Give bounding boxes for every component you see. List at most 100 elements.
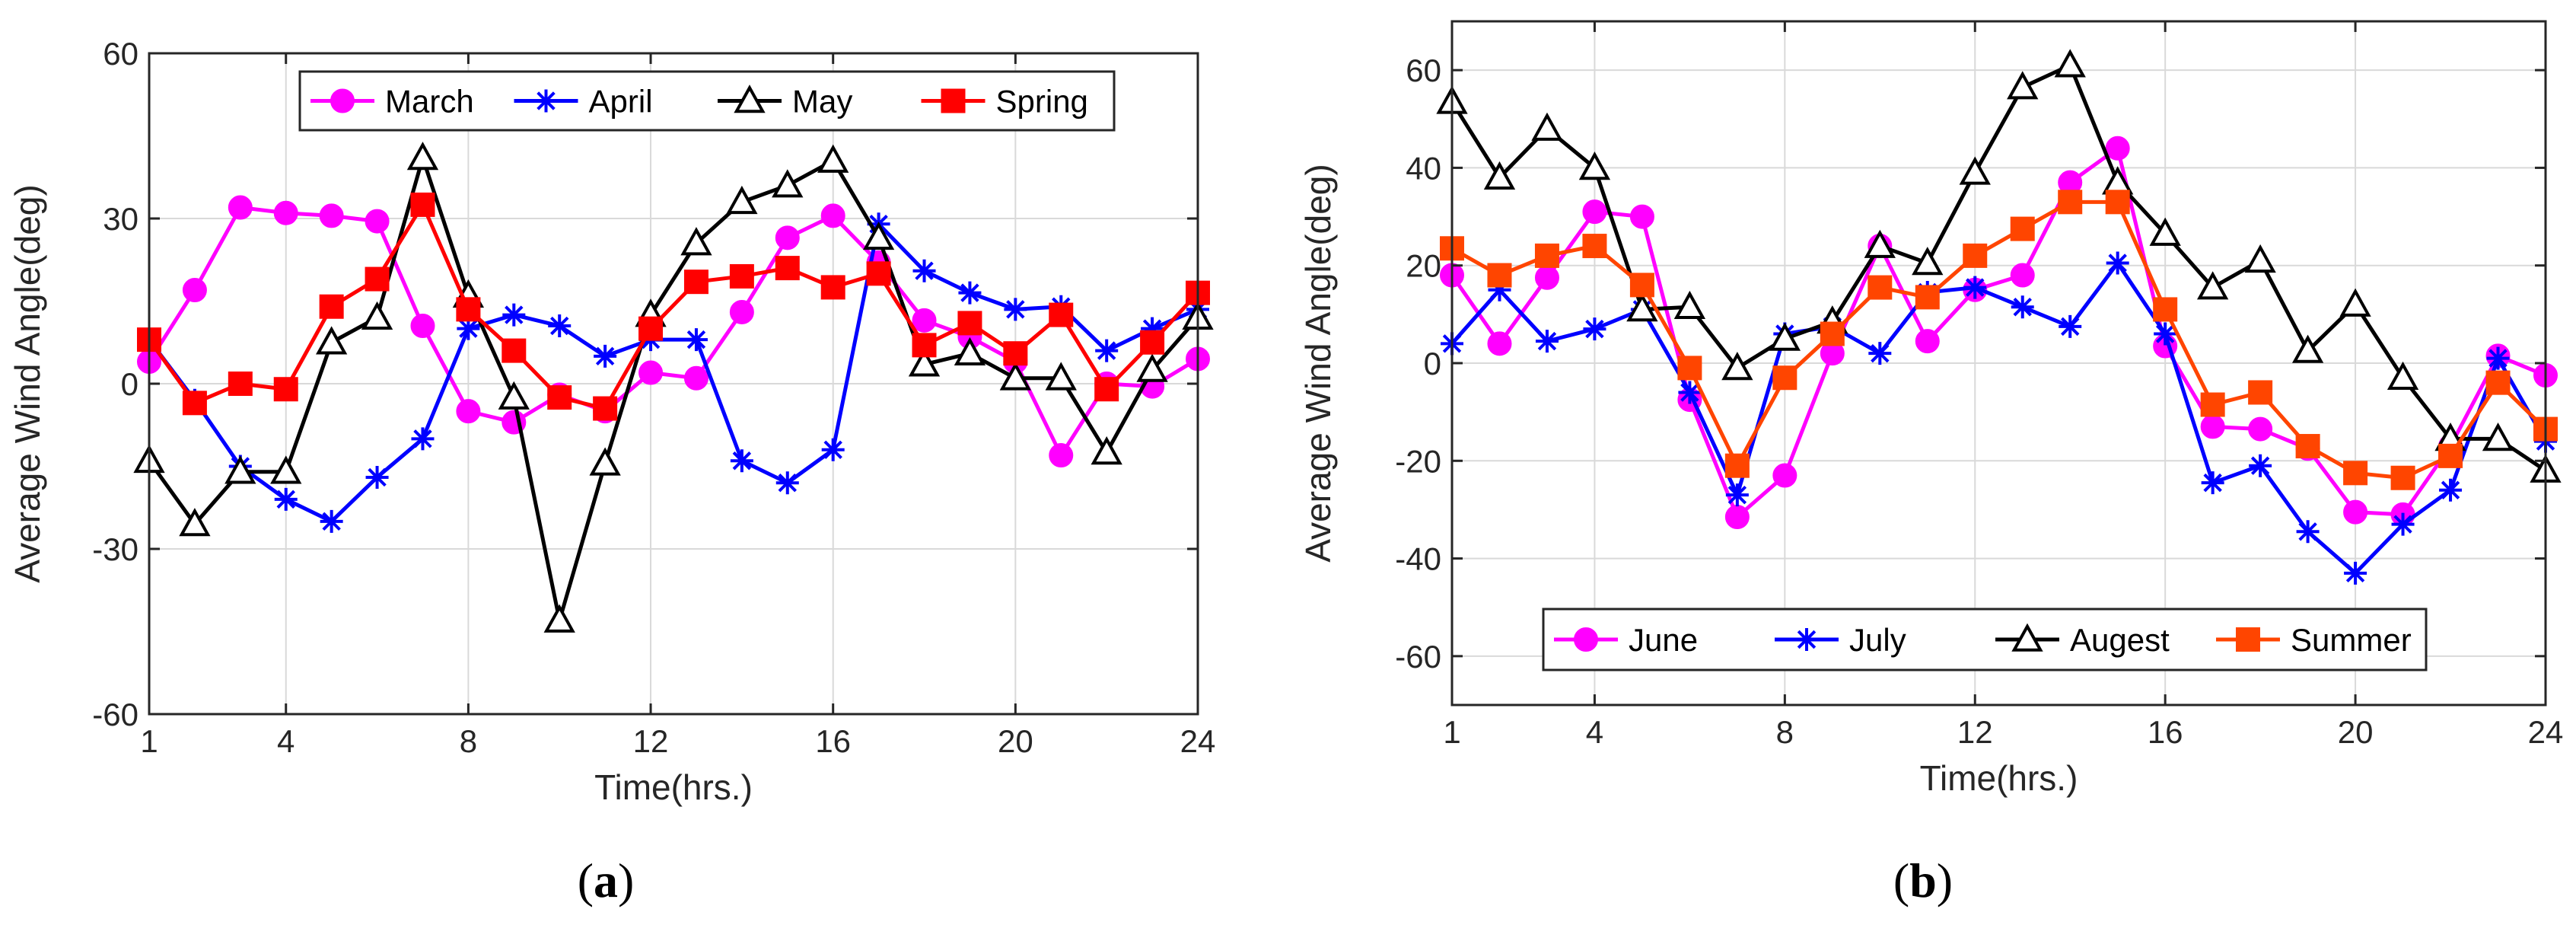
x-tick-label: 20	[998, 723, 1033, 759]
data-point-may	[1045, 362, 1077, 391]
data-point-april	[958, 281, 982, 305]
data-point-spring	[866, 261, 891, 286]
data-point-april	[821, 438, 845, 461]
data-point-augest	[2149, 217, 2181, 246]
x-tick-label: 20	[2338, 714, 2374, 750]
data-point-augest	[1531, 112, 1563, 141]
data-point-may	[862, 221, 895, 250]
x-tick-label: 8	[1776, 714, 1794, 750]
data-point-march	[1049, 443, 1074, 468]
y-tick-label: -20	[1395, 443, 1441, 479]
data-point-july	[2391, 512, 2415, 536]
data-point-june	[1772, 463, 1797, 488]
data-point-may	[406, 142, 439, 171]
data-point-april	[548, 314, 572, 338]
data-point-june	[1915, 329, 1940, 354]
data-point-augest	[1912, 247, 1944, 276]
y-tick-label: 0	[121, 366, 139, 402]
data-point-summer	[2200, 392, 2225, 417]
chart-panel-a: 1 4 8 12 16 20 24 -60 -30 0 30 60 Time(hrs.) Average …	[8, 36, 1215, 907]
data-point-spring	[593, 396, 618, 421]
data-point-april	[1004, 298, 1027, 321]
data-point-may	[954, 337, 986, 366]
data-point-spring	[638, 316, 664, 341]
data-point-summer	[2105, 190, 2130, 215]
data-point-april	[365, 465, 389, 489]
chart-panel-b: 1 4 8 12 16 20 24 -60 -40 -20 0 20 40 60 Time(hrs.) Ave…	[1298, 20, 2563, 907]
data-point-augest	[2387, 361, 2419, 391]
data-point-summer	[2485, 370, 2511, 395]
data-point-augest	[1483, 161, 1516, 190]
data-point-july	[2059, 314, 2082, 338]
y-tick-label: 30	[103, 201, 139, 237]
data-point-july	[1868, 342, 1892, 365]
data-point-summer	[1677, 356, 1702, 381]
data-point-march	[820, 203, 845, 228]
data-point-june	[2105, 136, 2130, 161]
data-point-augest	[2244, 244, 2276, 273]
data-point-spring	[957, 311, 982, 336]
data-point-july	[2344, 561, 2367, 585]
legend-label-july: July	[1849, 622, 1906, 658]
data-point-april	[457, 317, 480, 340]
legend-box	[298, 70, 1116, 132]
data-point-augest	[1673, 290, 1706, 320]
data-point-spring	[683, 270, 708, 295]
data-point-augest	[1959, 156, 1991, 185]
data-point-july	[1678, 381, 1702, 404]
data-point-spring	[1049, 302, 1074, 327]
data-point-summer	[1963, 243, 1988, 268]
data-point-spring	[228, 372, 253, 396]
y-tick-label: -30	[92, 531, 139, 567]
data-point-may	[224, 455, 256, 484]
data-point-summer	[2438, 443, 2463, 468]
data-point-summer	[1915, 285, 1940, 310]
data-point-summer	[1629, 273, 1654, 298]
legend-marker-spring	[941, 88, 966, 113]
data-point-march	[319, 203, 344, 228]
legend-marker-june	[1574, 627, 1598, 652]
data-point-spring	[456, 297, 481, 322]
data-point-june	[1487, 331, 1512, 356]
data-point-spring	[1140, 330, 1165, 355]
data-point-may	[316, 326, 348, 355]
panel-caption-b: (b)	[1893, 853, 1953, 907]
y-tick-label: 0	[1424, 346, 1441, 381]
data-point-augest	[2197, 271, 2229, 300]
legend-marker-augest	[2011, 623, 2043, 652]
x-axis-label: Time(hrs.)	[594, 767, 753, 807]
data-point-spring	[912, 333, 937, 358]
legend-label-april: April	[589, 84, 653, 120]
data-point-march	[912, 308, 937, 333]
data-point-march	[729, 299, 754, 324]
data-point-june	[1582, 199, 1607, 225]
legend: March April May Spring	[298, 70, 1116, 132]
data-point-summer	[1582, 234, 1607, 259]
data-point-april	[684, 328, 708, 352]
data-point-july	[1725, 483, 1749, 507]
data-point-june	[2248, 416, 2273, 442]
data-point-summer	[2153, 297, 2178, 322]
x-tick-label: 16	[815, 723, 851, 759]
data-point-summer	[2343, 461, 2368, 486]
legend-label-march: March	[385, 84, 474, 120]
legend-label-spring: Spring	[996, 84, 1088, 120]
data-point-march	[182, 278, 207, 303]
data-point-summer	[2390, 465, 2415, 490]
data-point-april	[502, 303, 526, 327]
data-point-spring	[365, 266, 390, 292]
data-point-april	[274, 487, 298, 511]
y-tick-label: 60	[103, 36, 139, 72]
data-point-may	[589, 447, 621, 476]
y-axis-label: Average Wind Angle(deg)	[8, 184, 47, 582]
legend-marker-summer	[2236, 627, 2260, 652]
data-point-march	[638, 360, 664, 385]
y-tick-label: -60	[1395, 639, 1441, 675]
data-point-may	[361, 301, 393, 330]
data-point-july	[1535, 330, 1559, 353]
data-point-summer	[2295, 434, 2320, 459]
data-point-spring	[273, 377, 298, 402]
x-tick-label: 12	[1957, 714, 1993, 750]
